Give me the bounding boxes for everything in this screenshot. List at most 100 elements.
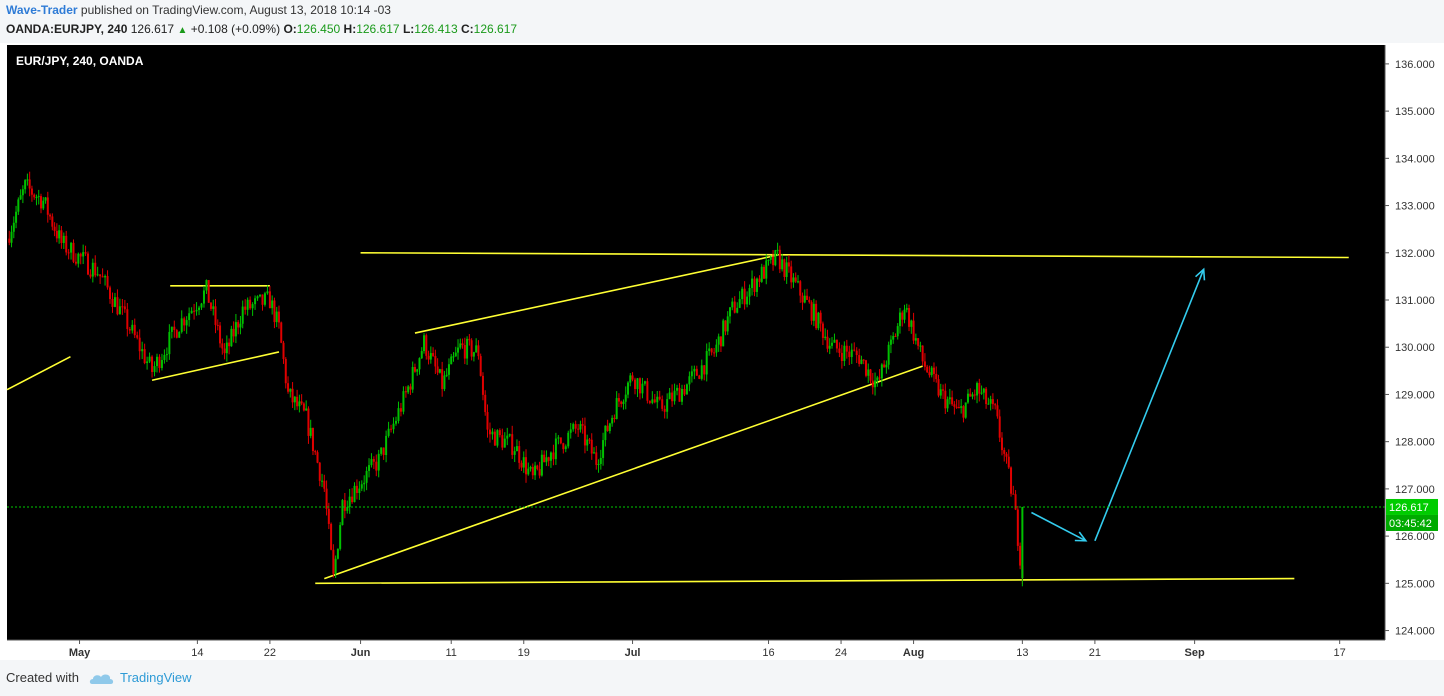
candle-body[interactable] (259, 294, 262, 297)
candle-body[interactable] (583, 425, 586, 446)
candle-body[interactable] (688, 376, 691, 385)
candle-body[interactable] (801, 295, 804, 303)
candle-body[interactable] (821, 323, 824, 338)
candle-body[interactable] (450, 356, 453, 365)
candle-body[interactable] (743, 288, 746, 305)
candle-body[interactable] (731, 301, 734, 308)
candle-body[interactable] (624, 394, 627, 402)
candle-body[interactable] (30, 188, 33, 195)
candle-body[interactable] (67, 252, 70, 254)
candle-body[interactable] (348, 496, 351, 508)
candle-body[interactable] (234, 322, 237, 337)
candle-body[interactable] (289, 388, 292, 392)
candle-body[interactable] (971, 394, 974, 397)
candle-body[interactable] (302, 403, 305, 411)
candle-body[interactable] (634, 379, 637, 390)
candle-body[interactable] (26, 179, 29, 181)
candle-body[interactable] (506, 435, 509, 439)
candle-body[interactable] (636, 378, 639, 390)
candle-body[interactable] (65, 235, 68, 253)
candle-body[interactable] (817, 312, 820, 329)
candle-body[interactable] (590, 439, 593, 454)
candle-body[interactable] (772, 256, 775, 266)
candle-body[interactable] (397, 408, 400, 421)
candle-body[interactable] (713, 352, 716, 354)
candle-body[interactable] (141, 349, 144, 352)
candle-body[interactable] (862, 359, 865, 361)
candle-body[interactable] (434, 355, 437, 367)
candle-body[interactable] (858, 355, 861, 364)
candle-body[interactable] (334, 558, 337, 574)
candle-body[interactable] (372, 459, 375, 462)
candle-body[interactable] (867, 369, 870, 376)
candle-body[interactable] (944, 390, 947, 409)
candle-body[interactable] (375, 461, 378, 471)
candle-body[interactable] (432, 353, 435, 356)
candle-body[interactable] (461, 343, 464, 346)
candle-body[interactable] (538, 468, 541, 476)
candle-body[interactable] (486, 412, 489, 430)
candle-body[interactable] (452, 356, 455, 358)
candle-body[interactable] (62, 235, 65, 243)
candle-body[interactable] (774, 250, 777, 266)
candle-body[interactable] (776, 249, 779, 251)
candle-body[interactable] (58, 230, 61, 239)
candle-body[interactable] (447, 364, 450, 375)
candle-body[interactable] (407, 386, 410, 393)
candle-body[interactable] (273, 300, 276, 323)
candle-body[interactable] (588, 439, 591, 441)
candle-body[interactable] (599, 457, 602, 464)
candle-body[interactable] (316, 452, 319, 463)
candle-body[interactable] (815, 303, 818, 329)
candle-body[interactable] (8, 238, 11, 243)
author-link[interactable]: Wave-Trader (6, 3, 78, 17)
candle-body[interactable] (33, 194, 36, 198)
candle-body[interactable] (49, 214, 52, 217)
candle-body[interactable] (557, 437, 560, 439)
candle-body[interactable] (903, 309, 906, 320)
candle-body[interactable] (484, 394, 487, 413)
candle-body[interactable] (921, 345, 924, 362)
candle-body[interactable] (543, 454, 546, 463)
candle-body[interactable] (698, 375, 701, 379)
candle-body[interactable] (1010, 467, 1013, 494)
candle-body[interactable] (671, 392, 674, 402)
candle-body[interactable] (291, 388, 294, 403)
candle-body[interactable] (332, 549, 335, 574)
candle-body[interactable] (39, 196, 42, 209)
candle-body[interactable] (926, 366, 929, 373)
candle-body[interactable] (228, 342, 231, 347)
candle-body[interactable] (824, 336, 827, 338)
candle-body[interactable] (395, 420, 398, 424)
candle-body[interactable] (552, 452, 555, 460)
candle-body[interactable] (163, 354, 166, 360)
candle-body[interactable] (810, 302, 813, 321)
candle-body[interactable] (978, 383, 981, 394)
candle-body[interactable] (762, 266, 765, 279)
candle-body[interactable] (833, 339, 836, 343)
candle-body[interactable] (280, 322, 283, 343)
candle-body[interactable] (579, 424, 582, 430)
candle-body[interactable] (515, 446, 518, 452)
candle-body[interactable] (118, 306, 121, 315)
candle-body[interactable] (663, 408, 666, 412)
candle-body[interactable] (377, 453, 380, 471)
candle-body[interactable] (185, 320, 188, 326)
trendline[interactable] (315, 577, 1295, 585)
candle-body[interactable] (883, 364, 886, 368)
candle-body[interactable] (413, 367, 416, 372)
candle-body[interactable] (468, 338, 471, 341)
candle-body[interactable] (508, 434, 511, 436)
candle-body[interactable] (21, 189, 24, 196)
candle-body[interactable] (1000, 437, 1003, 451)
candle-body[interactable] (202, 290, 205, 304)
candle-body[interactable] (848, 351, 851, 358)
candle-body[interactable] (256, 296, 259, 299)
candle-body[interactable] (511, 434, 514, 455)
candle-body[interactable] (498, 430, 501, 436)
candle-body[interactable] (475, 345, 478, 353)
candle-body[interactable] (705, 351, 708, 375)
candle-body[interactable] (615, 398, 618, 419)
candle-body[interactable] (843, 345, 846, 361)
candle-body[interactable] (309, 427, 312, 436)
